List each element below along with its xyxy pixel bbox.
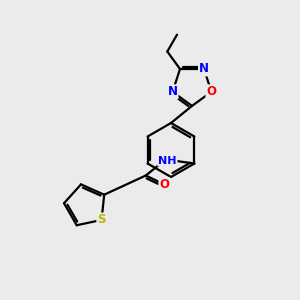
Text: NH: NH: [158, 155, 177, 166]
Text: S: S: [97, 214, 106, 226]
Text: N: N: [199, 62, 209, 76]
Text: O: O: [206, 85, 216, 98]
Text: N: N: [168, 85, 178, 98]
Text: O: O: [159, 178, 170, 191]
